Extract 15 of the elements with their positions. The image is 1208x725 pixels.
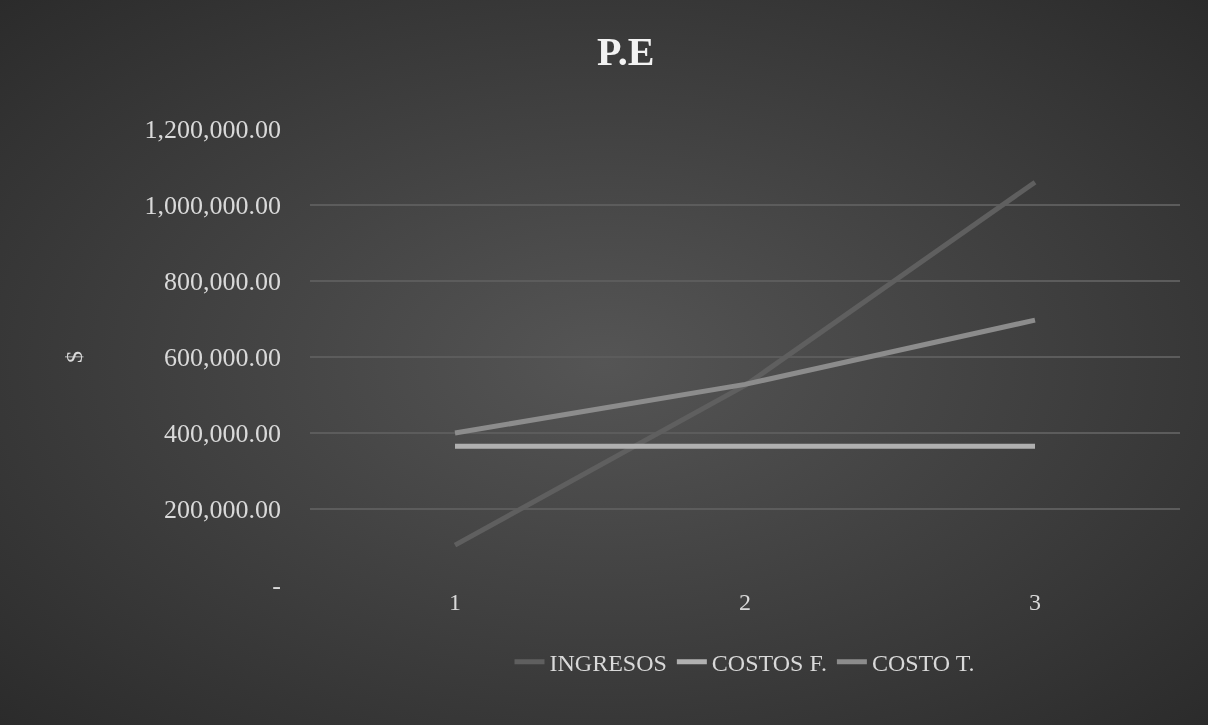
y-tick-label: 200,000.00 [164,495,281,525]
legend-label: COSTOS F. [711,650,827,677]
y-tick-label: 1,200,000.00 [144,115,281,145]
y-tick-label: - [272,571,281,601]
chart-title: P.E [597,28,655,74]
x-tick-label: 1 [449,589,461,615]
x-tick-label: 2 [739,589,751,615]
y-tick-label: 1,000,000.00 [144,191,281,221]
y-tick-label: 600,000.00 [164,343,281,373]
y-tick-label: 800,000.00 [164,267,281,297]
legend-label: INGRESOS [549,650,667,677]
y-tick-label: 400,000.00 [164,419,281,449]
legend-label: COSTO T. [871,650,975,677]
x-tick-label: 3 [1029,589,1041,615]
y-axis-title: $ [60,351,87,363]
